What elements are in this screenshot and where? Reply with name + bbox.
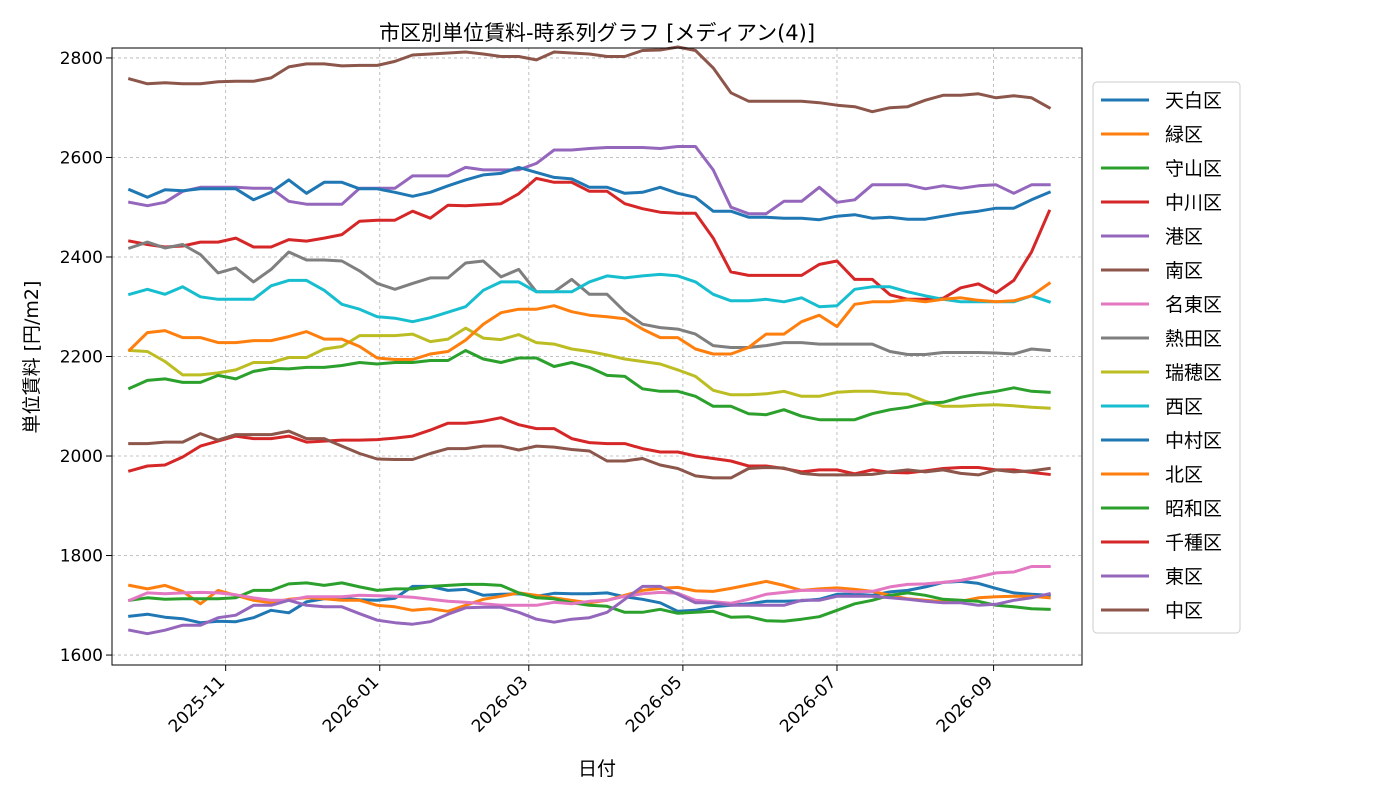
y-tick-label: 2000 bbox=[60, 447, 103, 467]
legend-label: 守山区 bbox=[1165, 158, 1222, 180]
series-lines bbox=[127, 45, 1052, 636]
y-axis-label: 単位賃料 [円/m2] bbox=[21, 281, 43, 434]
legend-label: 港区 bbox=[1165, 226, 1203, 248]
series-line-6 bbox=[127, 565, 1051, 607]
series-line-9 bbox=[127, 272, 1052, 324]
series-line-14 bbox=[127, 584, 1051, 636]
legend-label: 北区 bbox=[1165, 464, 1203, 486]
y-tick-label: 2400 bbox=[60, 248, 103, 268]
series-line-5 bbox=[127, 45, 1052, 114]
legend-label: 瑞穂区 bbox=[1165, 362, 1222, 384]
chart-title: 市区別単位賃料-時系列グラフ [メディアン(4)] bbox=[379, 21, 815, 45]
series-line-3 bbox=[127, 176, 1052, 301]
legend-label: 熱田区 bbox=[1165, 328, 1222, 350]
series-line-8 bbox=[128, 326, 1051, 410]
legend-label: 西区 bbox=[1165, 396, 1203, 418]
legend: 天白区緑区守山区中川区港区南区名東区熱田区瑞穂区西区中村区北区昭和区千種区東区中… bbox=[1092, 81, 1241, 634]
series-line-4 bbox=[127, 145, 1051, 216]
series-line-15 bbox=[128, 429, 1051, 480]
y-tick-label: 2600 bbox=[60, 148, 103, 168]
series-line-12 bbox=[127, 349, 1051, 422]
series-line-7 bbox=[127, 240, 1051, 356]
legend-label: 昭和区 bbox=[1165, 498, 1222, 520]
series-line-2 bbox=[128, 581, 1051, 623]
legend-label: 南区 bbox=[1165, 260, 1203, 282]
series-line-11 bbox=[127, 281, 1052, 361]
legend-frame bbox=[1092, 81, 1241, 634]
y-tick-label: 2800 bbox=[60, 49, 103, 69]
legend-label: 千種区 bbox=[1165, 532, 1222, 554]
y-tick-label: 1600 bbox=[60, 646, 103, 666]
legend-label: 東区 bbox=[1165, 566, 1203, 588]
y-axis: 1600 1800 2000 2200 2400 2600 2800 bbox=[60, 49, 112, 666]
x-axis-label: 日付 bbox=[578, 758, 616, 780]
legend-label: 緑区 bbox=[1165, 124, 1203, 146]
series-line-10 bbox=[127, 165, 1052, 222]
grid-lines bbox=[112, 48, 1082, 665]
legend-label: 天白区 bbox=[1165, 90, 1222, 112]
legend-label: 名東区 bbox=[1165, 294, 1222, 316]
legend-label: 中川区 bbox=[1165, 192, 1222, 214]
series-line-0 bbox=[128, 579, 1051, 625]
y-tick-label: 2200 bbox=[60, 348, 103, 368]
legend-label: 中村区 bbox=[1165, 430, 1222, 452]
y-tick-label: 1800 bbox=[60, 547, 103, 567]
legend-label: 中区 bbox=[1165, 600, 1203, 622]
